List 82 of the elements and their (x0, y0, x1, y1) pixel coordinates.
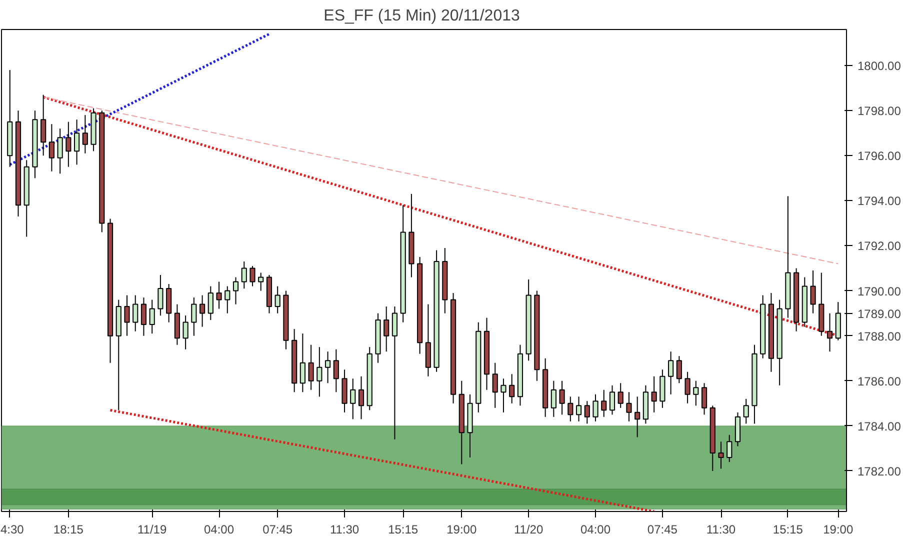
x-tick-label: 19:00 (446, 522, 477, 536)
candlestick (559, 380, 565, 416)
y-tick-label: 1789.00 (858, 306, 902, 321)
candlestick (40, 94, 46, 156)
y-tick-label: 1784.00 (858, 419, 902, 434)
candlestick (810, 270, 816, 314)
candlestick (584, 400, 590, 424)
x-tick-label: 04:00 (580, 522, 611, 536)
candlestick (199, 294, 206, 328)
candlestick (132, 294, 138, 332)
x-tick-label: 11/20 (514, 522, 544, 536)
candlestick (568, 396, 574, 422)
candlestick (350, 378, 356, 420)
candlestick (609, 384, 616, 416)
candlestick (392, 306, 398, 440)
candlestick (241, 260, 247, 290)
candlestick (124, 294, 130, 336)
candlestick (216, 281, 222, 310)
candlestick (316, 346, 322, 398)
candlestick (250, 265, 256, 287)
candlestick (308, 344, 314, 390)
candlestick (626, 392, 632, 422)
candlestick (500, 378, 506, 413)
candlestick (358, 376, 364, 420)
candlestick (743, 398, 749, 424)
candlestick (601, 389, 607, 418)
candlestick (618, 382, 624, 408)
candlestick (232, 276, 239, 305)
x-tick-label: 19:00 (823, 522, 854, 536)
candlestick (676, 356, 682, 384)
x-tick-label: 4:30 (0, 522, 24, 536)
y-tick-label: 1800.00 (858, 59, 902, 74)
y-tick-label: 1796.00 (858, 149, 902, 164)
x-tick-label: 07:45 (647, 522, 678, 536)
candlestick (701, 382, 708, 416)
y-tick-label: 1798.00 (858, 104, 902, 118)
candlestick (324, 351, 331, 384)
candlestick (333, 348, 339, 393)
x-tick-label: 11/19 (138, 522, 167, 536)
candlestick (149, 299, 155, 334)
x-tick-label: 04:00 (204, 522, 234, 536)
y-tick-label: 1788.00 (858, 329, 902, 344)
candlestick (140, 297, 147, 336)
x-tick-label: 11:30 (706, 522, 736, 536)
x-tick-label: 15:15 (388, 522, 418, 536)
candlestick (718, 441, 724, 470)
candlestick (492, 362, 498, 408)
chart-title: ES_FF (15 Min) 20/11/2013 (324, 8, 520, 24)
candlestick (66, 121, 72, 168)
candlestick (74, 119, 80, 166)
candlestick (208, 286, 214, 321)
candlestick (274, 286, 280, 314)
candlestick (224, 286, 230, 314)
candlestick (576, 396, 582, 422)
x-tick-label: 07:45 (262, 522, 293, 536)
x-tick-label: 15:15 (772, 522, 804, 536)
candlestick (668, 351, 674, 395)
y-tick-label: 1782.00 (858, 464, 902, 478)
candlestick (158, 274, 164, 316)
candlestick (550, 380, 556, 418)
candlestick (509, 374, 515, 404)
candlestick (384, 306, 390, 352)
candlestick (191, 297, 197, 336)
candlestick (651, 376, 657, 413)
candlestick (182, 315, 188, 350)
candlestick (684, 371, 690, 404)
candlestick (634, 396, 640, 438)
y-tick-label: 1790.00 (858, 284, 902, 298)
candlestick (57, 128, 63, 174)
candlestick (300, 333, 306, 393)
x-tick-label: 11:30 (330, 522, 360, 536)
candlestick (48, 124, 54, 172)
candlestick (726, 434, 732, 462)
y-tick-label: 1794.00 (858, 194, 902, 208)
candlestick (693, 380, 699, 406)
candlestick (258, 272, 264, 292)
y-tick-label: 1792.00 (858, 239, 902, 254)
y-tick-label: 1786.00 (858, 374, 902, 388)
candlestick (826, 312, 833, 352)
candlestick (82, 114, 88, 154)
candlestick (592, 394, 598, 422)
x-tick-label: 18:15 (53, 522, 84, 536)
